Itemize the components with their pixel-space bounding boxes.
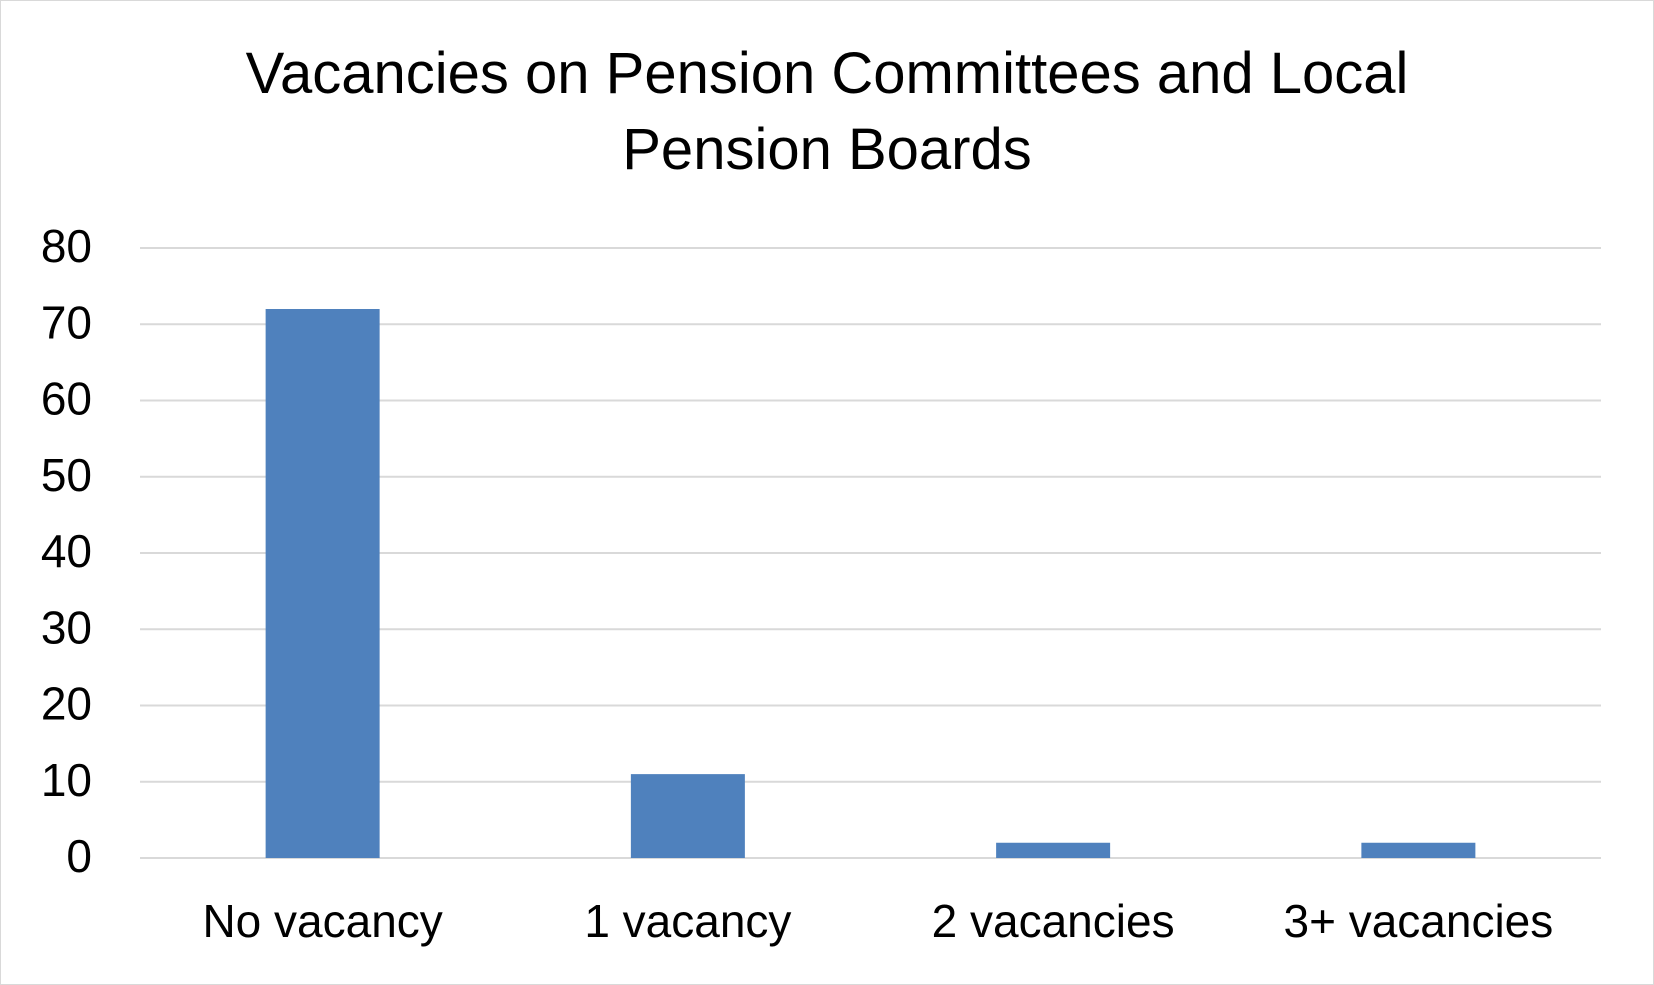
y-tick-label: 20 xyxy=(41,678,92,730)
bar xyxy=(996,842,1111,858)
y-tick-label: 0 xyxy=(66,830,92,882)
x-tick-label: 1 vacancy xyxy=(584,895,791,947)
bar xyxy=(265,309,380,858)
x-tick-label: 2 vacancies xyxy=(932,895,1175,947)
bar xyxy=(630,774,745,858)
y-tick-label: 30 xyxy=(41,601,92,653)
y-tick-label: 40 xyxy=(41,525,92,577)
y-tick-label: 60 xyxy=(41,373,92,425)
x-tick-label: 3+ vacancies xyxy=(1283,895,1553,947)
x-tick-label: No vacancy xyxy=(202,895,442,947)
y-tick-label: 50 xyxy=(41,449,92,501)
y-tick-label: 80 xyxy=(41,220,92,272)
chart-title: Vacancies on Pension Committees and Loca… xyxy=(245,41,1409,182)
bar xyxy=(1361,842,1476,858)
y-tick-label: 10 xyxy=(41,754,92,806)
y-tick-label: 70 xyxy=(41,296,92,348)
